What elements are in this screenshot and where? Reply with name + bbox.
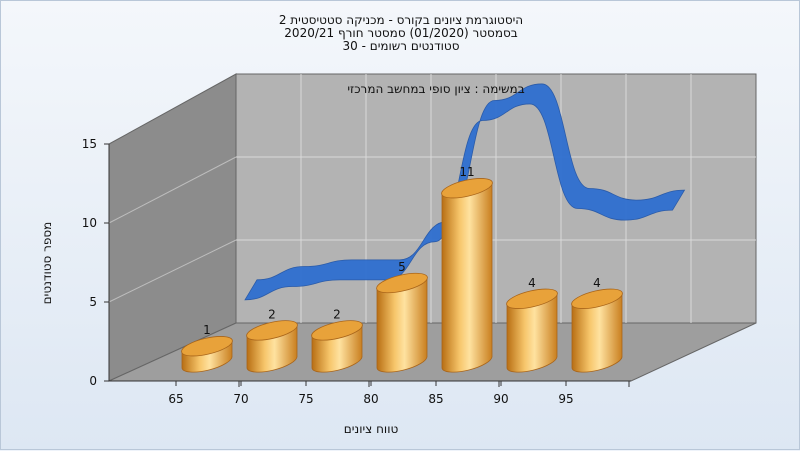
bar-data-label: 2 [268,307,276,321]
chart-title-line-3: סטודנטים רשומים - 30 [342,39,460,53]
chart-title-line-2: בסמסטר (01/2020) סמסטר חורף 2020/21 [284,26,518,40]
bar-top [441,178,493,199]
x-tick-label: 85 [428,392,443,406]
x-tick-label: 65 [168,392,183,406]
y-tick-label: 0 [89,374,97,388]
x-tick-label: 80 [363,392,378,406]
y-tick-label: 15 [82,137,97,151]
bar [441,178,493,373]
grid-line-side [108,156,237,224]
bar [376,272,428,373]
x-tick-label: 95 [558,392,573,406]
bar-top [506,288,558,309]
bar-body [376,276,428,373]
bar [246,320,298,373]
bar-body [441,181,493,373]
bar [506,288,558,373]
x-tick-label: 90 [493,392,508,406]
bar-data-label: 4 [593,276,601,290]
bar [181,336,233,373]
bar-top [181,336,233,357]
y-tick-label: 10 [82,216,97,230]
x-tick-label: 75 [298,392,313,406]
bar-data-label: 4 [528,276,536,290]
bar-data-label: 2 [333,307,341,321]
bar-data-label: 11 [459,165,474,179]
bar-body [571,292,623,373]
bar [311,320,363,373]
x-tick-label: 70 [233,392,248,406]
bar-data-label: 1 [203,323,211,337]
trend-curve [244,83,686,301]
bar-top [571,288,623,309]
grid-line-side [108,239,237,303]
y-tick-label: 5 [89,295,97,309]
x-axis-label: טווח ציונים [344,422,399,436]
bar-top [376,272,428,294]
bar-body [506,292,558,373]
bar-top [311,320,363,341]
y-axis-label: מספר סטודנטים [40,222,54,305]
bar-data-label: 5 [398,260,406,274]
bar [571,288,623,373]
bar-top [246,320,298,341]
chart-title-line-1: היסטוגרמת ציונים בקורס - מכניקה סטטיסטית… [278,13,524,27]
chart-subtitle: במשימה : ציון סופי במחשב המרכזי [347,82,524,96]
